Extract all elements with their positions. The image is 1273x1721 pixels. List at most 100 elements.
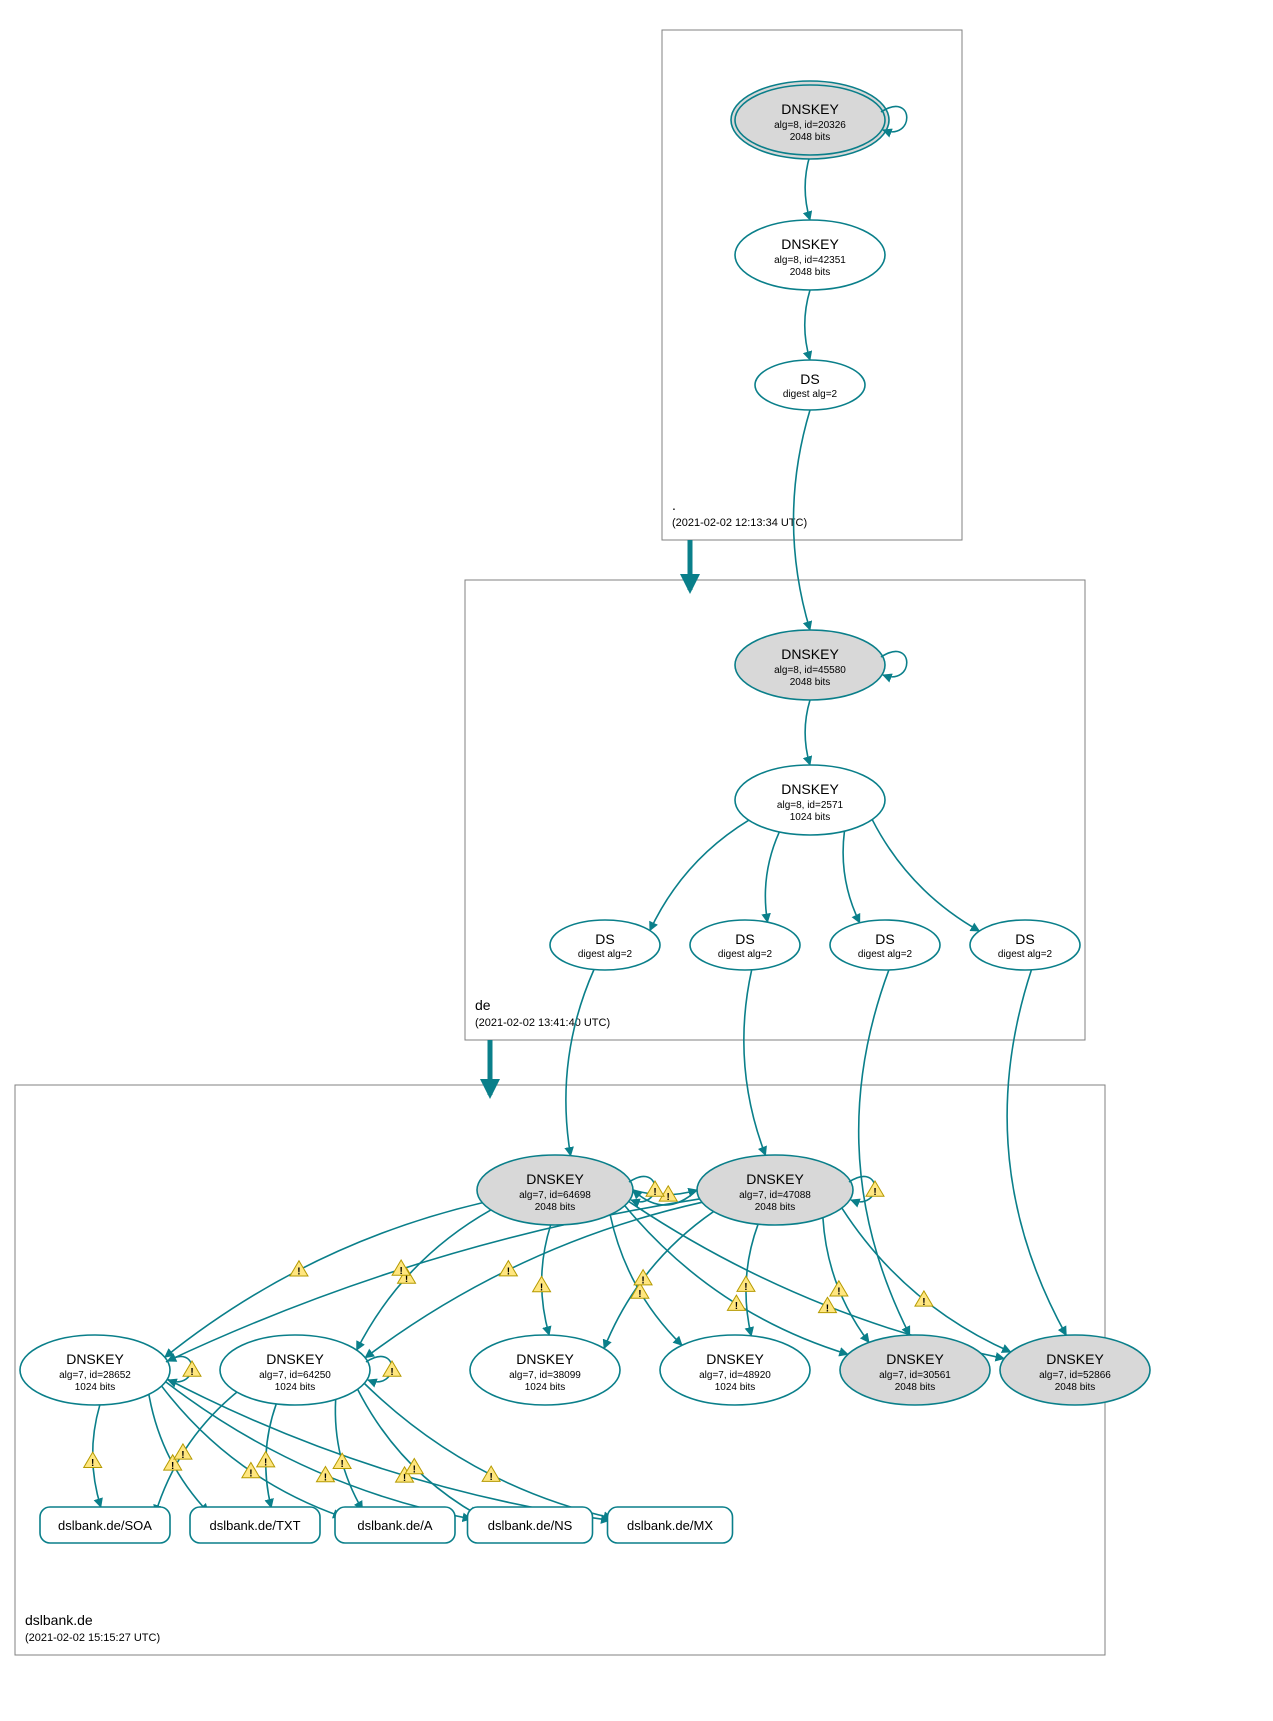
edge (566, 969, 594, 1155)
zone-time: (2021-02-02 13:41:40 UTC) (475, 1017, 610, 1029)
node-sub1: alg=8, id=42351 (774, 255, 846, 266)
record-label: dslbank.de/TXT (209, 1518, 300, 1533)
node-title: DNSKEY (526, 1171, 584, 1187)
node-title: DNSKEY (781, 781, 839, 797)
node-root-ds: DS digest alg=2 (755, 360, 865, 410)
node-dsl-k2: DNSKEYalg=7, id=470882048 bits (697, 1155, 875, 1225)
node-sub1: alg=7, id=47088 (739, 1190, 811, 1201)
edge (629, 1201, 1004, 1358)
record-label: dslbank.de/NS (488, 1518, 573, 1533)
zone-time: (2021-02-02 15:15:27 UTC) (25, 1632, 160, 1644)
node-sub1: alg=7, id=48920 (699, 1370, 771, 1381)
node-sub1: alg=8, id=45580 (774, 665, 846, 676)
warning-mark: ! (638, 1289, 641, 1300)
dnsviz-graph: .(2021-02-02 12:13:34 UTC)de(2021-02-02 … (0, 0, 1273, 1721)
warning-mark: ! (390, 1367, 393, 1378)
warning-mark: ! (641, 1276, 644, 1287)
warning-mark: ! (399, 1266, 402, 1277)
edge (365, 1202, 702, 1357)
record-r-ns: dslbank.de/NS (468, 1507, 593, 1543)
warning-mark: ! (171, 1461, 174, 1472)
node-title: DS (1015, 931, 1034, 947)
node-sub2: 2048 bits (790, 132, 831, 143)
node-sub2: 1024 bits (275, 1382, 316, 1393)
edges (93, 155, 1067, 1520)
warning-mark: ! (324, 1472, 327, 1483)
node-dsl-z5: DNSKEYalg=7, id=305612048 bits (840, 1335, 990, 1405)
warning-mark: ! (826, 1303, 829, 1314)
node-title: DNSKEY (781, 101, 839, 117)
warning-mark: ! (735, 1301, 738, 1312)
node-sub1: alg=7, id=64698 (519, 1190, 591, 1201)
record-label: dslbank.de/SOA (58, 1518, 152, 1533)
node-sub2: 2048 bits (1055, 1382, 1096, 1393)
node-sub1: digest alg=2 (783, 389, 838, 400)
edge (625, 1206, 848, 1355)
edge (358, 1389, 478, 1515)
node-sub2: 2048 bits (755, 1202, 796, 1213)
warning-mark: ! (264, 1458, 267, 1469)
record-r-a: dslbank.de/A (335, 1507, 455, 1543)
warning-mark: ! (922, 1297, 925, 1308)
node-dsl-k1: DNSKEY alg=7, id=646982048 bits (477, 1155, 655, 1225)
node-title: DNSKEY (66, 1351, 124, 1367)
warning-mark: ! (489, 1472, 492, 1483)
node-title: DNSKEY (1046, 1351, 1104, 1367)
node-root-zsk: DNSKEYalg=8, id=423512048 bits (735, 220, 885, 290)
warning-mark: ! (507, 1267, 510, 1278)
node-dsl-z3: DNSKEYalg=7, id=380991024 bits (470, 1335, 620, 1405)
warning-mark: ! (413, 1464, 416, 1475)
edge (357, 1210, 491, 1350)
node-title: DS (800, 371, 819, 387)
record-r-soa: dslbank.de/SOA (40, 1507, 170, 1543)
edge (842, 1208, 1011, 1352)
node-sub1: digest alg=2 (718, 949, 773, 960)
warning-mark: ! (249, 1468, 252, 1479)
node-sub2: 2048 bits (895, 1382, 936, 1393)
node-sub2: 1024 bits (525, 1382, 566, 1393)
node-de-ds1: DS digest alg=2 (550, 920, 660, 970)
node-root-ksk: DNSKEYalg=8, id=203262048 bits (731, 81, 907, 159)
node-sub2: 2048 bits (535, 1202, 576, 1213)
node-title: DNSKEY (886, 1351, 944, 1367)
node-sub1: alg=7, id=52866 (1039, 1370, 1111, 1381)
node-sub1: digest alg=2 (578, 949, 633, 960)
node-title: DNSKEY (266, 1351, 324, 1367)
node-dsl-z4: DNSKEY alg=7, id=489201024 bits (660, 1335, 810, 1405)
edge (744, 970, 766, 1155)
node-sub2: 1024 bits (75, 1382, 116, 1393)
node-title: DS (735, 931, 754, 947)
edge (805, 155, 810, 220)
node-sub1: alg=7, id=38099 (509, 1370, 581, 1381)
edge (1007, 970, 1066, 1335)
node-title: DNSKEY (706, 1351, 764, 1367)
node-sub2: 2048 bits (790, 677, 831, 688)
edge (168, 1199, 700, 1361)
zone-time: (2021-02-02 12:13:34 UTC) (672, 517, 807, 529)
edge (872, 820, 979, 931)
node-de-ds2: DS digest alg=2 (690, 920, 800, 970)
warning-mark: ! (540, 1282, 543, 1293)
node-dsl-z6: DNSKEY alg=7, id=528662048 bits (1000, 1335, 1150, 1405)
edge (765, 832, 779, 922)
node-sub1: alg=7, id=64250 (259, 1370, 331, 1381)
node-dsl-z2: DNSKEY alg=7, id=642501024 bits (220, 1335, 392, 1405)
edge (604, 1212, 714, 1349)
node-sub1: alg=7, id=28652 (59, 1370, 131, 1381)
node-sub1: digest alg=2 (998, 949, 1053, 960)
node-title: DNSKEY (781, 236, 839, 252)
node-title: DS (595, 931, 614, 947)
warning-mark: ! (181, 1450, 184, 1461)
node-de-ksk: DNSKEYalg=8, id=455802048 bits (735, 630, 907, 700)
warning-mark: ! (91, 1458, 94, 1469)
node-sub2: 1024 bits (790, 812, 831, 823)
warning-mark: ! (403, 1473, 406, 1484)
warning-mark: ! (744, 1282, 747, 1293)
edge (805, 290, 810, 360)
warning-mark: ! (837, 1287, 840, 1298)
node-sub1: alg=8, id=2571 (777, 800, 844, 811)
warning-mark: ! (873, 1187, 876, 1198)
edge (650, 820, 749, 930)
node-sub1: digest alg=2 (858, 949, 913, 960)
node-sub2: 1024 bits (715, 1382, 756, 1393)
